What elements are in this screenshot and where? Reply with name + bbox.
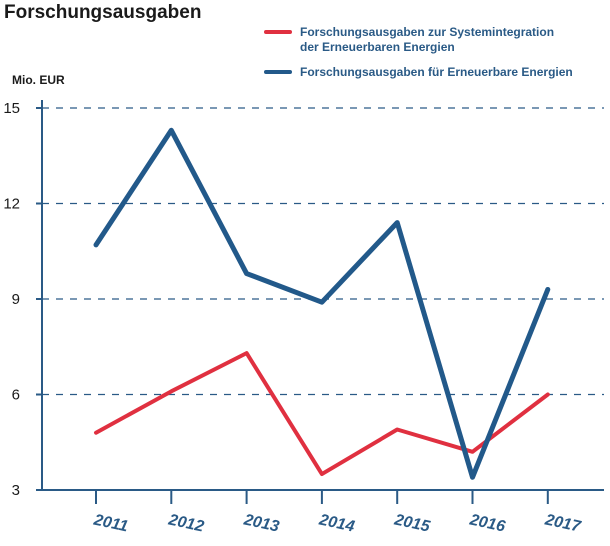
x-tick-label-2011: 2011 [91,511,129,535]
x-tick-label-2017: 2017 [543,511,583,535]
y-tick-label: 9 [12,291,20,308]
x-tick-label-2013: 2013 [241,511,280,535]
series-lines [93,127,551,480]
y-axis-unit-label: Mio. EUR [12,73,65,87]
x-tick-label-2015: 2015 [392,511,432,535]
axes [41,100,604,491]
x-tick-labels: 2011 2012 2013 2014 2015 2016 2017 [91,490,583,536]
legend-label-systemintegration-line2: der Erneuerbaren Energien [300,40,455,54]
x-tick-label-2012: 2012 [166,511,205,535]
series-line-erneuerbare [93,127,551,480]
legend-label-erneuerbare: Forschungsausgaben für Erneuerbare Energ… [300,65,573,79]
x-tick-label-2014: 2014 [317,511,356,535]
legend-label-systemintegration-line1: Forschungsausgaben zur Systemintegration [300,25,554,39]
chart-title: Forschungsausgaben [4,2,201,23]
x-tick-label-2016: 2016 [467,511,506,535]
y-tick-label: 6 [12,387,20,404]
y-tick-labels: 15 12 9 6 3 [3,100,20,499]
y-tick-label: 12 [3,196,20,213]
y-tick-label: 15 [3,100,20,117]
y-tick-label: 3 [12,482,20,499]
legend: Forschungsausgaben zur Systemintegration… [264,25,573,79]
